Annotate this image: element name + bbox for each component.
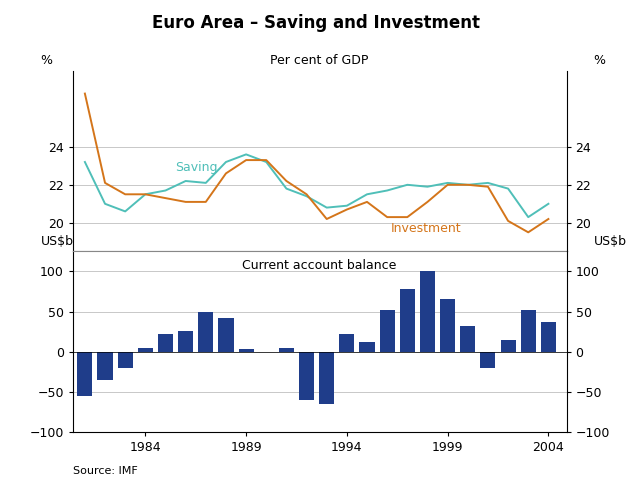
Text: Investment: Investment	[391, 223, 462, 235]
Text: Source: IMF: Source: IMF	[73, 466, 137, 476]
Bar	[400, 289, 415, 352]
Bar	[501, 340, 516, 352]
Text: Euro Area – Saving and Investment: Euro Area – Saving and Investment	[153, 14, 480, 32]
Text: US$b: US$b	[41, 235, 73, 248]
Bar	[440, 300, 455, 352]
Text: Current account balance: Current account balance	[242, 259, 397, 271]
Bar	[460, 326, 475, 352]
Bar	[360, 342, 375, 352]
Bar	[420, 271, 435, 352]
Bar	[521, 310, 536, 352]
Bar	[158, 334, 173, 352]
Bar	[339, 334, 354, 352]
Bar	[118, 352, 133, 367]
Text: %: %	[594, 54, 606, 67]
Bar	[279, 347, 294, 352]
Bar	[239, 349, 254, 352]
Bar	[319, 352, 334, 404]
Text: Saving: Saving	[175, 162, 218, 175]
Bar	[299, 352, 314, 400]
Text: %: %	[41, 54, 53, 67]
Bar	[178, 331, 193, 352]
Bar	[218, 318, 234, 352]
Bar	[77, 352, 92, 396]
Bar	[97, 352, 113, 380]
Bar	[480, 352, 496, 367]
Title: Per cent of GDP: Per cent of GDP	[270, 54, 369, 67]
Bar	[541, 322, 556, 352]
Bar	[198, 311, 213, 352]
Bar	[380, 310, 395, 352]
Text: US$b: US$b	[594, 235, 627, 248]
Bar	[138, 347, 153, 352]
